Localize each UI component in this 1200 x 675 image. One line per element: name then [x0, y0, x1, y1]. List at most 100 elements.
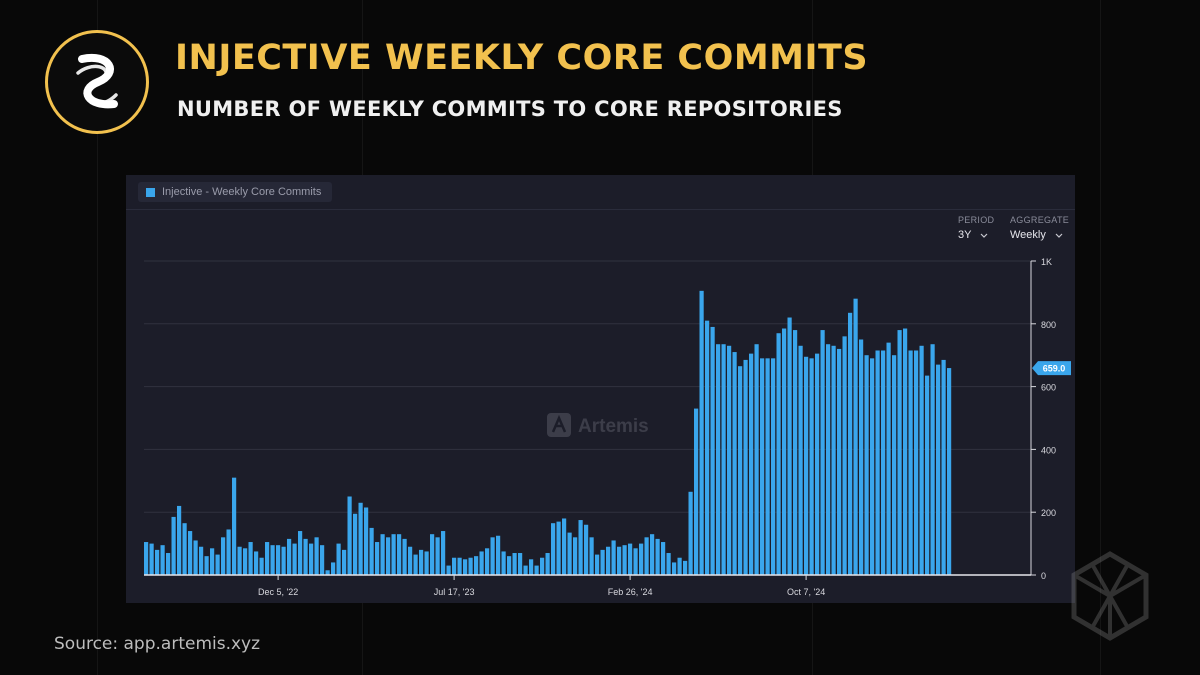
bar[interactable] — [732, 352, 737, 575]
bar[interactable] — [298, 531, 303, 575]
bar[interactable] — [622, 545, 627, 575]
bar[interactable] — [743, 359, 748, 575]
bar[interactable] — [826, 344, 831, 575]
bar[interactable] — [710, 326, 715, 575]
bar[interactable] — [512, 553, 517, 575]
bar[interactable] — [353, 513, 358, 575]
bar[interactable] — [562, 518, 567, 575]
bar[interactable] — [842, 336, 847, 575]
bar[interactable] — [534, 565, 539, 575]
bar[interactable] — [270, 545, 275, 575]
bar[interactable] — [600, 549, 605, 575]
bar[interactable] — [474, 556, 479, 575]
bar[interactable] — [369, 527, 374, 575]
bar[interactable] — [402, 538, 407, 575]
bar[interactable] — [518, 553, 523, 575]
bar[interactable] — [358, 502, 363, 575]
bar[interactable] — [815, 353, 820, 575]
bar[interactable] — [787, 317, 792, 575]
bar[interactable] — [650, 534, 655, 575]
bar[interactable] — [336, 543, 341, 575]
bar[interactable] — [342, 549, 347, 575]
bar[interactable] — [556, 521, 561, 575]
bar[interactable] — [325, 570, 330, 575]
bar[interactable] — [820, 330, 825, 575]
bar[interactable] — [853, 298, 858, 575]
bar[interactable] — [793, 330, 798, 575]
bar[interactable] — [430, 534, 435, 575]
bar[interactable] — [699, 290, 704, 575]
bar[interactable] — [864, 355, 869, 575]
bar[interactable] — [243, 548, 248, 575]
bar[interactable] — [490, 537, 495, 575]
bar[interactable] — [160, 545, 165, 575]
bar[interactable] — [408, 546, 413, 575]
bar[interactable] — [595, 554, 600, 575]
bar[interactable] — [309, 543, 314, 575]
bar[interactable] — [837, 348, 842, 575]
bar[interactable] — [232, 477, 237, 575]
bar[interactable] — [457, 557, 462, 575]
bar[interactable] — [166, 553, 171, 575]
bar[interactable] — [936, 364, 941, 575]
bar[interactable] — [666, 553, 671, 575]
bar[interactable] — [628, 543, 633, 575]
bar[interactable] — [248, 542, 253, 575]
bar[interactable] — [314, 537, 319, 575]
bar[interactable] — [144, 542, 149, 575]
bar[interactable] — [171, 516, 176, 575]
bar[interactable] — [193, 540, 198, 575]
bar[interactable] — [897, 330, 902, 575]
bar[interactable] — [881, 350, 886, 575]
bar[interactable] — [782, 328, 787, 575]
bar[interactable] — [567, 532, 572, 575]
bar[interactable] — [947, 368, 952, 575]
bar[interactable] — [754, 344, 759, 575]
bar[interactable] — [941, 359, 946, 575]
bar[interactable] — [281, 546, 286, 575]
bar[interactable] — [237, 546, 242, 575]
bar[interactable] — [452, 557, 457, 575]
bar[interactable] — [292, 543, 297, 575]
bar[interactable] — [320, 545, 325, 575]
period-select[interactable]: PERIOD 3Y — [958, 215, 994, 241]
bar[interactable] — [210, 548, 215, 575]
bar[interactable] — [639, 543, 644, 575]
bar[interactable] — [331, 562, 336, 575]
bar[interactable] — [573, 537, 578, 575]
bar[interactable] — [446, 565, 451, 575]
bar[interactable] — [760, 358, 765, 575]
bar[interactable] — [347, 496, 352, 576]
bar[interactable] — [644, 537, 649, 575]
chart-legend[interactable]: Injective - Weekly Core Commits — [138, 182, 333, 202]
bar[interactable] — [677, 557, 682, 575]
bar[interactable] — [435, 537, 440, 575]
bar[interactable] — [221, 537, 226, 575]
bar[interactable] — [655, 538, 660, 575]
bar[interactable] — [424, 551, 429, 575]
bar[interactable] — [540, 557, 545, 575]
bar[interactable] — [705, 320, 710, 575]
bar[interactable] — [199, 546, 204, 575]
bar[interactable] — [226, 529, 231, 575]
bar[interactable] — [870, 358, 875, 575]
bar[interactable] — [859, 339, 864, 576]
bar[interactable] — [523, 565, 528, 575]
bar[interactable] — [479, 551, 484, 575]
bar[interactable] — [892, 355, 897, 575]
bar[interactable] — [831, 345, 836, 575]
bar[interactable] — [914, 350, 919, 575]
bar[interactable] — [776, 333, 781, 575]
bar[interactable] — [496, 535, 501, 575]
bar[interactable] — [848, 312, 853, 575]
bar[interactable] — [419, 549, 424, 575]
bar[interactable] — [413, 554, 418, 575]
bar[interactable] — [721, 344, 726, 575]
bar[interactable] — [672, 562, 677, 575]
bar[interactable] — [182, 523, 187, 575]
bar[interactable] — [501, 551, 506, 575]
bar[interactable] — [545, 553, 550, 575]
bar[interactable] — [287, 538, 292, 575]
bar[interactable] — [303, 538, 308, 575]
aggregate-select[interactable]: AGGREGATE Weekly — [1010, 215, 1069, 241]
